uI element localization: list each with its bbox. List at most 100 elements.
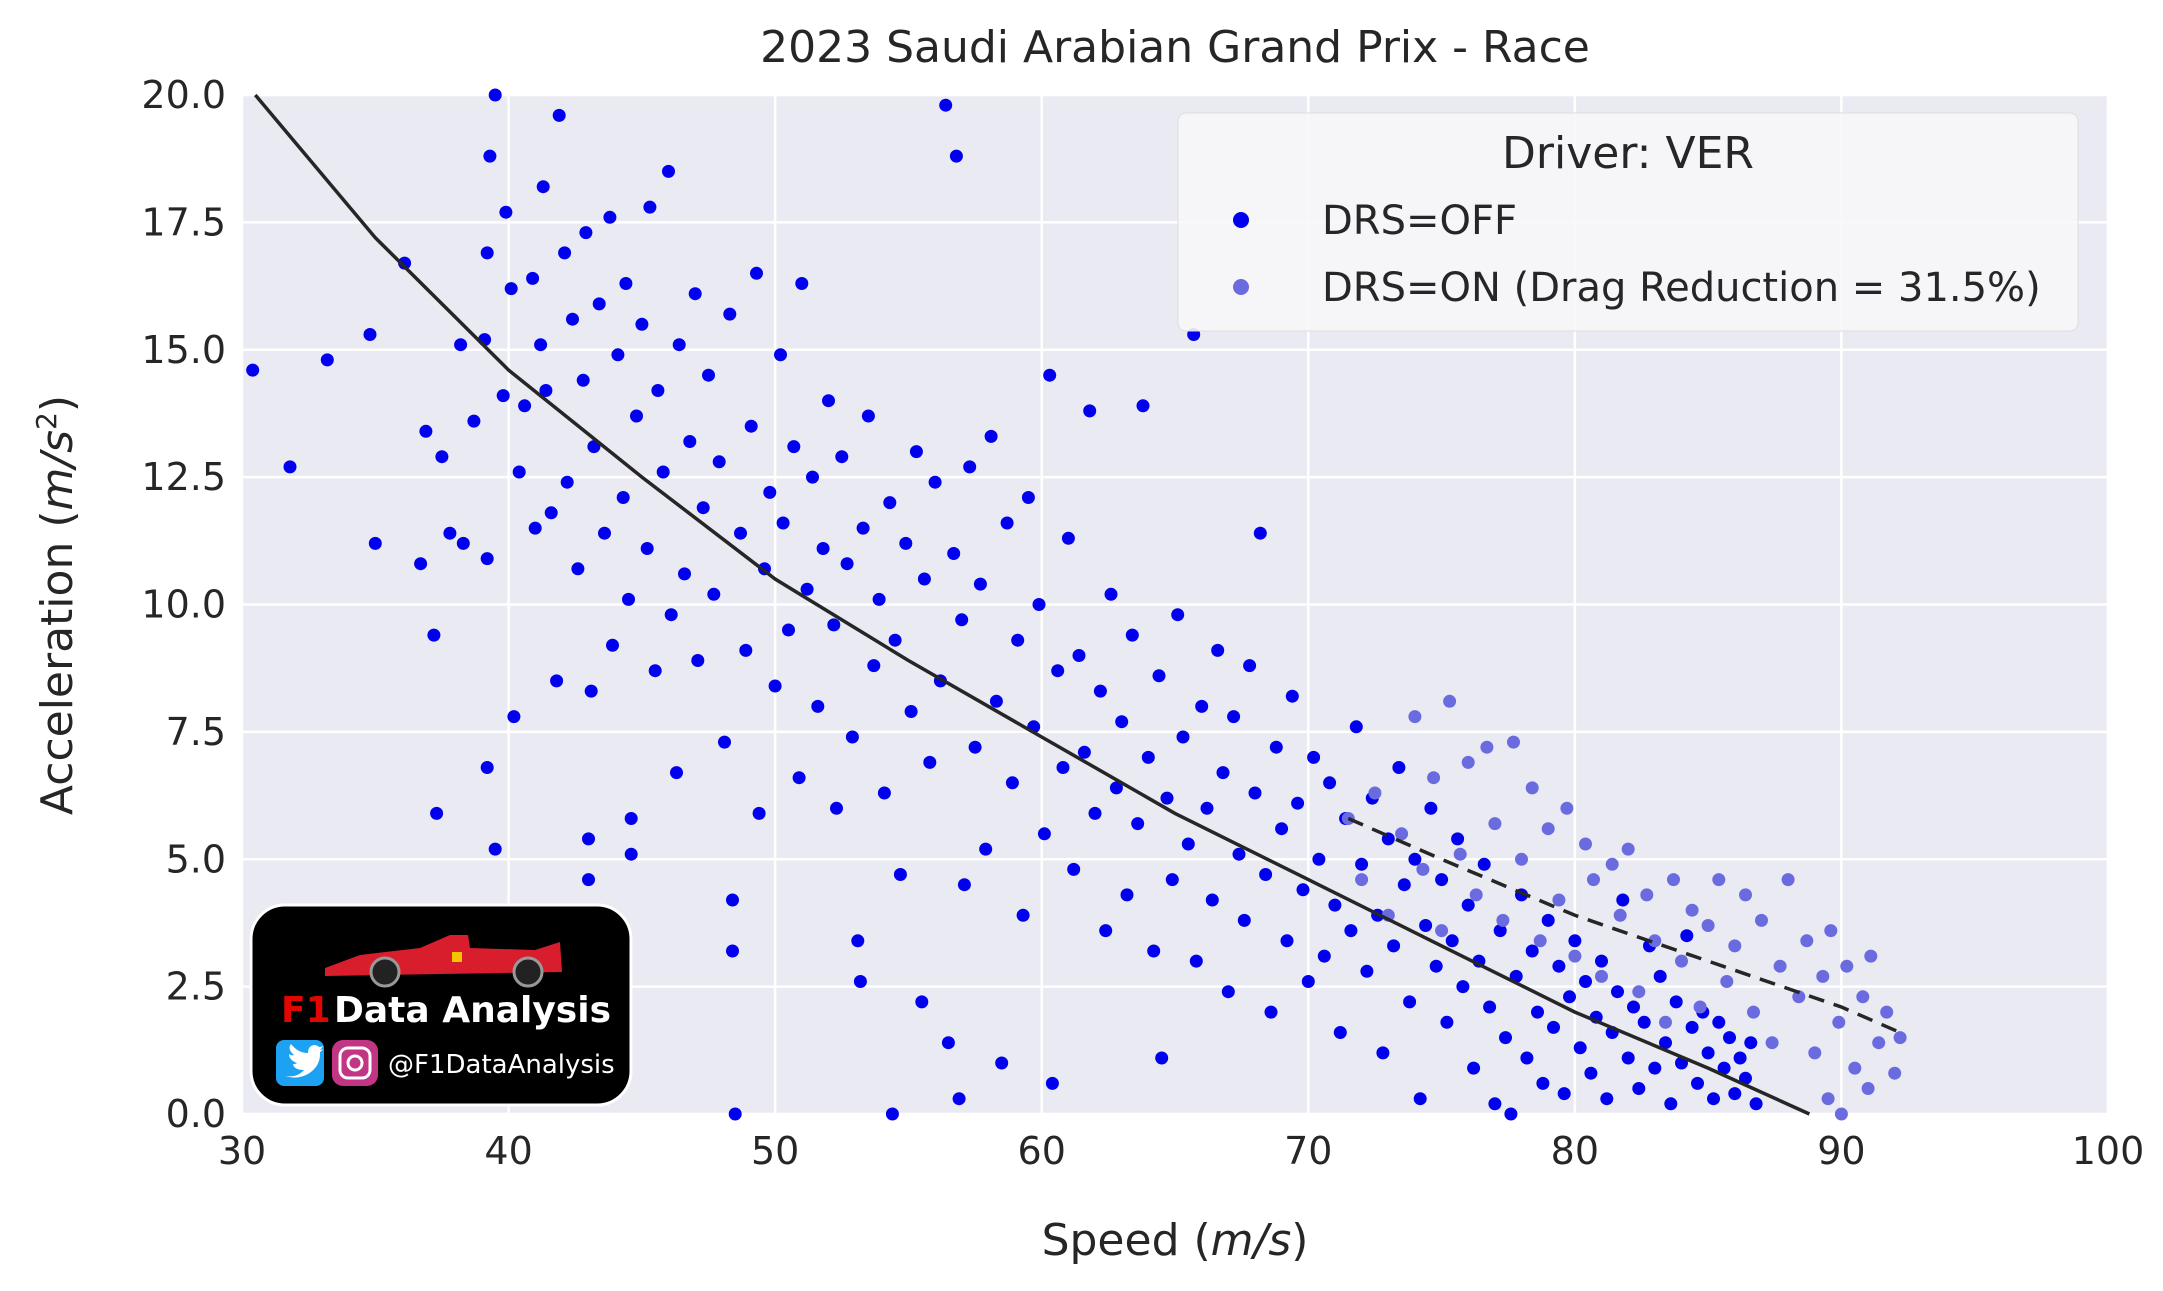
- scatter-point: [1595, 954, 1608, 968]
- scatter-point: [1021, 491, 1035, 504]
- scatter-point: [1301, 975, 1315, 988]
- scatter-point: [1739, 1071, 1752, 1085]
- scatter-point: [1568, 934, 1582, 948]
- scatter-point: [947, 547, 961, 560]
- scatter-point: [1115, 715, 1129, 729]
- scatter-point: [1136, 399, 1150, 413]
- scatter-point: [1451, 832, 1465, 846]
- scatter-point: [656, 465, 670, 479]
- x-tick-labels: 30 40 50 60 70 80 90 100: [218, 1129, 2144, 1173]
- scatter-point: [1200, 801, 1214, 815]
- scatter-point: [1499, 1031, 1512, 1045]
- scatter-point: [1109, 781, 1123, 795]
- scatter-point: [1237, 913, 1251, 927]
- scatter-point: [611, 348, 625, 362]
- legend: Driver: VER DRS=OFF DRS=ON (Drag Reducti…: [1177, 112, 2079, 332]
- scatter-point: [840, 557, 854, 571]
- scatter-point: [1728, 939, 1742, 953]
- scatter-point: [1621, 842, 1635, 856]
- scatter-point: [1616, 893, 1630, 907]
- scatter-point: [1664, 1097, 1678, 1111]
- scatter-point: [1621, 1051, 1635, 1065]
- y-tick-label: 2.5: [166, 965, 226, 1009]
- scatter-point: [320, 353, 334, 367]
- x-tick-label: 60: [1018, 1129, 1066, 1173]
- scatter-point: [968, 740, 982, 754]
- y-tick-label: 0.0: [166, 1092, 226, 1136]
- scatter-point: [616, 491, 630, 504]
- scatter-point: [1611, 985, 1624, 999]
- scatter-point: [1613, 908, 1627, 922]
- scatter-point: [1739, 888, 1752, 902]
- instagram-icon: [332, 1040, 378, 1086]
- scatter-point: [1504, 1107, 1518, 1121]
- scatter-point: [1253, 526, 1267, 540]
- scatter-point: [1557, 1087, 1571, 1101]
- scatter-point: [651, 384, 665, 397]
- scatter-point: [619, 277, 633, 290]
- watermark-brand-prefix: F1: [281, 990, 331, 1031]
- scatter-point: [1816, 969, 1830, 983]
- scatter-point: [1552, 893, 1566, 907]
- scatter-point: [1773, 959, 1787, 973]
- scatter-point: [1728, 1087, 1742, 1101]
- scatter-point: [1541, 822, 1555, 836]
- scatter-point: [1685, 903, 1699, 917]
- scatter-point: [1083, 404, 1097, 418]
- scatter-point: [550, 674, 564, 688]
- legend-label-drs-on: DRS=ON (Drag Reduction = 31.5%): [1322, 265, 2041, 311]
- scatter-point: [883, 496, 897, 510]
- scatter-point: [1467, 1061, 1481, 1075]
- twitter-bird-glyph: [285, 1044, 323, 1078]
- scatter-point: [782, 623, 795, 637]
- scatter-point: [928, 475, 942, 489]
- scatter-point: [1443, 694, 1457, 708]
- scatter-point: [816, 542, 830, 555]
- scatter-point: [1099, 924, 1113, 938]
- scatter-point: [1264, 1005, 1278, 1019]
- scatter-point: [435, 450, 449, 464]
- scatter-point: [552, 108, 566, 122]
- scatter-point: [835, 450, 849, 464]
- scatter-point: [952, 1092, 966, 1106]
- scatter-point: [1832, 1015, 1846, 1029]
- scatter-point: [1355, 873, 1369, 887]
- scatter-point: [1005, 776, 1019, 790]
- scatter-point: [1280, 934, 1294, 948]
- scatter-point: [1488, 1097, 1502, 1111]
- x-tick-label: 30: [218, 1129, 266, 1173]
- scatter-point: [1275, 822, 1289, 836]
- scatter-point: [443, 526, 457, 540]
- scatter-point: [419, 424, 433, 438]
- scatter-point: [1579, 975, 1592, 988]
- scatter-point: [1307, 750, 1321, 764]
- scatter-point: [670, 766, 683, 780]
- scatter-point: [822, 394, 835, 408]
- scatter-point: [672, 338, 686, 352]
- drs-off-fit-line: [253, 93, 1811, 1116]
- scatter-point: [851, 934, 865, 948]
- y-axis-label: Acceleration (m/s2): [30, 395, 83, 815]
- scatter-point: [904, 705, 918, 718]
- scatter-point: [1104, 587, 1118, 601]
- scatter-point: [1037, 827, 1051, 841]
- scatter-point: [1720, 975, 1734, 988]
- scatter-point: [1429, 959, 1443, 973]
- scatter-point: [504, 282, 518, 296]
- scatter-point: [1595, 969, 1608, 983]
- scatter-point: [640, 542, 654, 555]
- scatter-point: [1685, 1020, 1699, 1034]
- scatter-point: [909, 445, 923, 459]
- scatter-point: [499, 205, 513, 219]
- scatter-point: [566, 312, 579, 326]
- scatter-point: [915, 995, 929, 1009]
- scatter-point: [1755, 913, 1768, 927]
- scatter-point: [1717, 1061, 1731, 1075]
- scatter-point: [488, 842, 502, 856]
- scatter-point: [1413, 1092, 1427, 1106]
- scatter-point: [917, 572, 931, 586]
- scatter-point: [662, 164, 675, 178]
- scatter-point: [763, 485, 777, 499]
- scatter-point: [792, 771, 806, 785]
- scatter-point: [622, 592, 635, 606]
